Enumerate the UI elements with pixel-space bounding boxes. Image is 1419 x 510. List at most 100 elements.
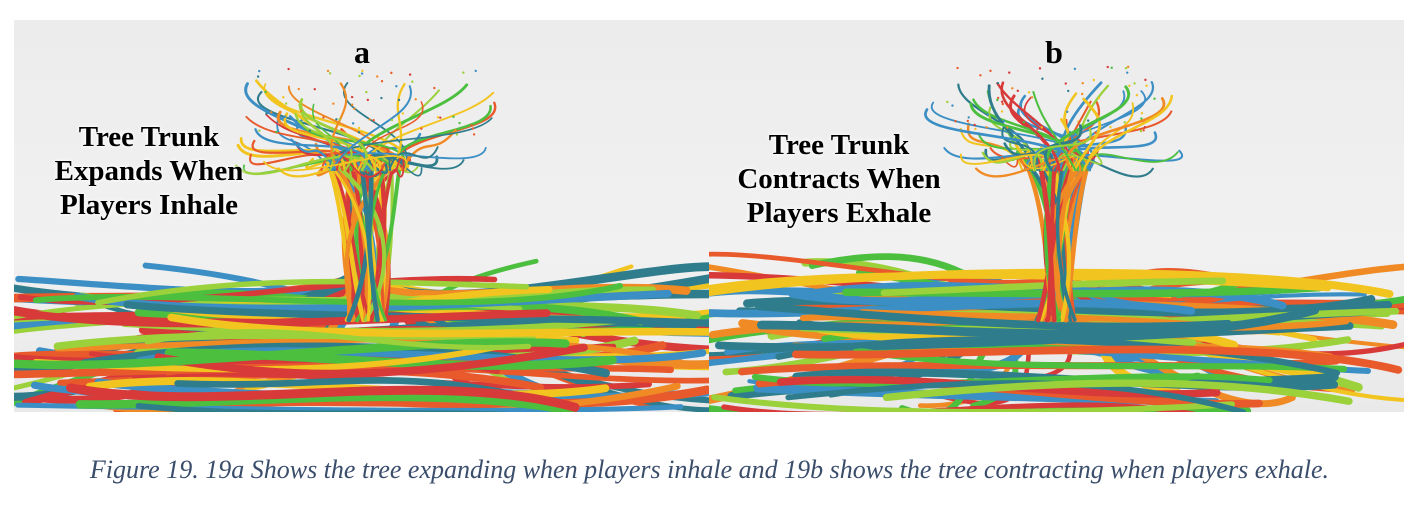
- seed-dot: [1126, 65, 1130, 69]
- seed-dot: [1000, 110, 1004, 113]
- strand: [1057, 153, 1103, 171]
- figure: a Tree Trunk Expands When Players Inhale…: [14, 20, 1404, 412]
- seed-dot: [433, 86, 436, 90]
- tree-illustration-b: [709, 65, 1404, 412]
- seed-dot: [1000, 100, 1004, 103]
- seed-dot: [297, 87, 300, 91]
- strand: [167, 313, 709, 338]
- seed-dot: [1128, 84, 1131, 87]
- panel-letter-a: a: [354, 34, 370, 70]
- seed-dot: [1092, 78, 1096, 82]
- seed-dot: [951, 104, 954, 107]
- seed-dot: [397, 98, 401, 102]
- strand: [14, 338, 570, 370]
- seed-dot: [1041, 77, 1044, 80]
- seed-dot: [308, 129, 312, 132]
- strand: [882, 379, 1353, 405]
- seed-dot: [1143, 125, 1147, 129]
- strand: [775, 336, 1341, 377]
- seed-dot: [326, 69, 330, 73]
- seed-dot: [299, 109, 303, 113]
- strand: [32, 282, 624, 306]
- seed-dot: [350, 95, 354, 99]
- tree-illustration-a: [14, 67, 709, 412]
- seed-dot: [1142, 119, 1145, 123]
- strand: [1045, 85, 1131, 172]
- seed-dot: [1124, 66, 1128, 70]
- strand: [757, 305, 1320, 339]
- seed-dot: [282, 116, 285, 119]
- seed-dot: [1140, 111, 1144, 115]
- seed-dot: [390, 71, 393, 75]
- seed-dot: [1109, 126, 1112, 129]
- seed-dot: [282, 96, 285, 99]
- seed-dot: [1123, 121, 1126, 124]
- seed-dot: [351, 122, 355, 125]
- strand: [277, 156, 382, 178]
- strand: [924, 108, 1092, 172]
- strand: [17, 275, 498, 306]
- seed-dot: [395, 85, 398, 88]
- seed-dot: [1142, 129, 1145, 132]
- seed-dot: [360, 72, 364, 75]
- seed-dot: [956, 66, 959, 70]
- strand: [358, 157, 380, 323]
- seed-dot: [472, 133, 476, 136]
- seed-dot: [966, 119, 969, 123]
- panel-label-b: Tree Trunk Contracts When Players Exhale: [724, 128, 954, 230]
- strand: [709, 299, 1196, 318]
- seed-dot: [1081, 82, 1084, 85]
- strand: [324, 158, 372, 322]
- strand: [135, 403, 512, 412]
- seed-dot: [954, 120, 957, 123]
- seed-dot: [1066, 110, 1069, 114]
- seed-dot: [974, 127, 977, 131]
- seed-dot: [1097, 96, 1101, 100]
- seed-dot: [258, 69, 261, 73]
- panel-label-line: Tree Trunk: [768, 129, 910, 161]
- strand: [1000, 81, 1061, 172]
- panel-label-line: Expands When: [54, 155, 244, 187]
- seed-dot: [320, 131, 324, 135]
- strand: [785, 380, 1247, 412]
- strand: [66, 383, 580, 412]
- strand: [711, 394, 1235, 412]
- strand: [395, 156, 405, 178]
- seed-dot: [270, 111, 273, 114]
- seed-dot: [455, 133, 459, 136]
- seed-dot: [1106, 65, 1109, 69]
- seed-dot: [1036, 128, 1039, 131]
- strand: [1082, 94, 1174, 172]
- seed-dot: [462, 71, 465, 74]
- strand: [388, 146, 439, 171]
- strand: [367, 153, 439, 172]
- seed-dot: [471, 127, 475, 130]
- seed-dot: [1080, 92, 1084, 96]
- seed-dot: [1140, 117, 1143, 120]
- seed-dot: [1133, 82, 1136, 85]
- seed-dot: [390, 118, 394, 122]
- strand: [331, 85, 413, 171]
- strand: [1072, 97, 1102, 172]
- seed-dot: [258, 129, 261, 132]
- seed-dot: [1075, 131, 1079, 135]
- seed-dot: [380, 80, 384, 83]
- strand: [709, 272, 1332, 292]
- seed-dot: [1040, 126, 1043, 129]
- strand: [1055, 158, 1077, 322]
- seed-dot: [411, 80, 414, 83]
- seed-dot: [973, 123, 976, 127]
- seed-dot: [1002, 120, 1006, 123]
- strand: [755, 302, 1232, 331]
- panel-b: b Tree Trunk Contracts When Players Exha…: [709, 20, 1404, 412]
- strand: [709, 251, 1069, 285]
- panel-label-line: Players Exhale: [746, 197, 932, 229]
- strand: [95, 278, 530, 306]
- seed-dot: [1086, 119, 1090, 122]
- strand: [1022, 155, 1079, 171]
- seed-dot: [1144, 78, 1147, 82]
- seed-dot: [946, 100, 949, 104]
- seed-dot: [979, 74, 982, 77]
- seed-dot: [332, 102, 335, 105]
- seed-dot: [328, 72, 332, 75]
